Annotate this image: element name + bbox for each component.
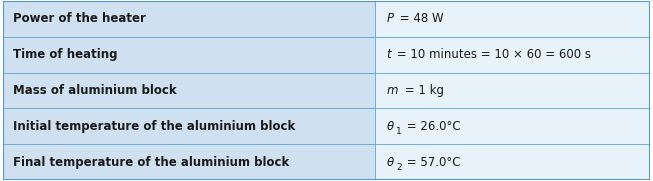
- Text: P: P: [387, 12, 394, 25]
- Bar: [375, 37, 650, 73]
- Text: 2: 2: [396, 163, 402, 172]
- Text: Final temperature of the aluminium block: Final temperature of the aluminium block: [13, 156, 289, 169]
- Text: θ: θ: [387, 156, 394, 169]
- Bar: [375, 144, 650, 180]
- Text: θ: θ: [387, 120, 394, 133]
- Text: = 26.0°C: = 26.0°C: [404, 120, 461, 133]
- Text: Time of heating: Time of heating: [13, 48, 118, 61]
- Text: Power of the heater: Power of the heater: [13, 12, 146, 25]
- Bar: [3, 37, 375, 73]
- Text: = 48 W: = 48 W: [396, 12, 443, 25]
- Bar: [3, 108, 375, 144]
- Text: t: t: [387, 48, 391, 61]
- Bar: [375, 108, 650, 144]
- Text: Mass of aluminium block: Mass of aluminium block: [13, 84, 176, 97]
- Bar: [375, 1, 650, 37]
- Text: = 57.0°C: = 57.0°C: [403, 156, 460, 169]
- Text: = 1 kg: = 1 kg: [402, 84, 444, 97]
- Text: 1: 1: [396, 127, 402, 136]
- Text: Initial temperature of the aluminium block: Initial temperature of the aluminium blo…: [13, 120, 295, 133]
- Bar: [3, 144, 375, 180]
- Bar: [3, 1, 375, 37]
- Bar: [375, 73, 650, 108]
- Bar: [3, 73, 375, 108]
- Text: m: m: [387, 84, 398, 97]
- Text: = 10 minutes = 10 × 60 = 600 s: = 10 minutes = 10 × 60 = 600 s: [392, 48, 590, 61]
